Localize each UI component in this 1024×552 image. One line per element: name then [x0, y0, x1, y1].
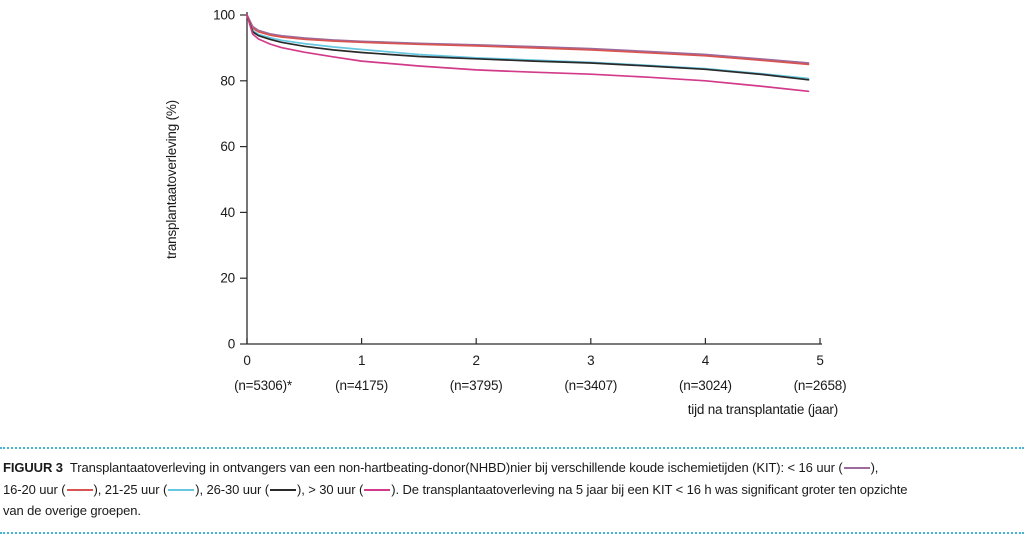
y-axis-title: transplantaatoverleving (%) [164, 100, 179, 259]
x-tick-label: 4 [702, 353, 710, 368]
x-tick-label: 3 [587, 353, 594, 368]
legend-line-gt30-icon [364, 488, 391, 491]
caption-text-7: ). De transplantaatoverleving na 5 jaar … [391, 481, 908, 497]
n-label: (n=3407) [564, 378, 617, 393]
series-line-26-30-uur [246, 14, 810, 81]
n-label: (n=3795) [450, 378, 503, 393]
survival-chart: 0 20 40 60 80 100 0 1 2 3 4 5 (n=5306)* (n=4175) (n=37… [164, 8, 847, 418]
series-line-16-20-uur [246, 14, 810, 66]
x-axis-title: tijd na transplantatie (jaar) [688, 402, 838, 417]
chart-svg: 0 20 40 60 80 100 0 1 2 3 4 5 (n=5306)* (n=4175) (n=37… [164, 8, 847, 418]
legend-line-26-30-icon [270, 488, 296, 491]
n-label: (n=5306)* [234, 378, 293, 393]
n-label: (n=4175) [335, 378, 388, 393]
series-line-16-uur [246, 14, 810, 64]
legend-line-lt16-icon [843, 467, 870, 469]
figure-label: FIGUUR 3 [3, 460, 63, 475]
x-tick-label: 0 [243, 353, 250, 368]
y-tick-label: 60 [220, 139, 235, 154]
x-tick-label: 5 [816, 353, 823, 368]
caption-text-6: ), > 30 uur ( [297, 481, 364, 497]
y-tick-label: 20 [220, 271, 235, 286]
caption-text-2: ), [870, 460, 879, 475]
caption-text-4: ), 21-25 uur ( [93, 481, 168, 497]
caption-text-8: van de overige groepen. [3, 503, 141, 518]
y-tick-label: 0 [228, 337, 235, 352]
series-line-30-uur [246, 14, 810, 93]
n-label: (n=2658) [794, 378, 847, 393]
y-tick-label: 100 [213, 8, 235, 23]
legend-line-16-20-icon [66, 488, 93, 491]
caption-text-3: 16-20 uur ( [3, 481, 66, 497]
y-tick-label: 40 [220, 205, 235, 220]
figure-caption: FIGUUR 3 Transplantaatoverleving in ontva… [0, 447, 1024, 534]
y-tick-label: 80 [220, 73, 235, 88]
caption-text-5: ), 26-30 uur ( [195, 481, 269, 497]
n-label: (n=3024) [679, 378, 732, 393]
caption-text-1: Transplantaatoverleving in ontvangers va… [69, 460, 843, 475]
x-tick-label: 2 [473, 353, 480, 368]
legend-line-21-25-icon [168, 488, 195, 491]
x-tick-label: 1 [358, 353, 365, 368]
